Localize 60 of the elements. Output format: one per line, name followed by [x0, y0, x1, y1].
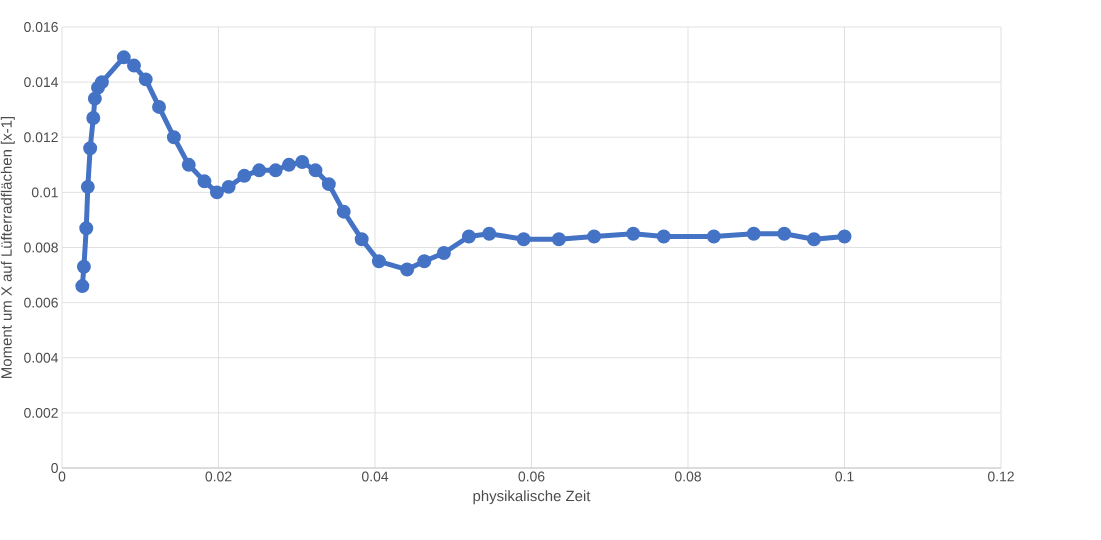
point	[482, 226, 497, 241]
point	[86, 110, 101, 125]
point	[807, 232, 821, 247]
x-axis-title: physikalische Zeit	[473, 490, 591, 505]
point	[295, 155, 310, 170]
point	[221, 179, 236, 194]
point	[321, 177, 336, 192]
point	[417, 254, 432, 269]
point	[116, 50, 131, 65]
y-tick-label: 0.01	[31, 187, 58, 198]
point	[209, 185, 224, 200]
point	[626, 226, 641, 241]
point	[83, 141, 98, 156]
point	[706, 229, 721, 244]
y-tick-label: 0.008	[24, 242, 58, 253]
point	[80, 179, 95, 194]
point	[336, 204, 351, 219]
point	[461, 229, 476, 244]
point	[436, 246, 451, 260]
point	[777, 226, 792, 241]
point	[181, 157, 196, 172]
y-tick-label: 0.002	[24, 407, 58, 418]
y-tick-label: 0.012	[24, 132, 58, 143]
point	[587, 229, 602, 244]
point	[252, 163, 267, 178]
x-tick-label: 0.12	[987, 471, 1014, 482]
point	[656, 229, 671, 244]
x-tick-label: 0.02	[205, 471, 232, 482]
point	[371, 254, 386, 269]
point	[400, 262, 415, 277]
point	[551, 232, 566, 247]
point	[308, 163, 323, 178]
point	[837, 229, 852, 244]
point	[79, 221, 94, 236]
x-tick-label: 0.08	[674, 471, 701, 482]
y-axis-title: Moment um X auf Lüfterradflächen [x-1]	[0, 116, 15, 378]
point	[75, 279, 90, 294]
y-tick-label: 0.006	[24, 297, 58, 308]
point	[94, 75, 109, 90]
point	[197, 174, 212, 189]
point	[127, 58, 141, 73]
point	[166, 130, 181, 145]
point	[237, 168, 252, 183]
point	[268, 163, 283, 178]
point	[87, 91, 102, 106]
point	[76, 259, 91, 274]
x-tick-label: 0.04	[361, 471, 389, 482]
point	[138, 72, 153, 87]
point	[281, 157, 296, 172]
y-tick-label: 0.014	[24, 77, 59, 88]
point	[746, 226, 761, 241]
point	[354, 232, 369, 247]
point	[516, 232, 531, 247]
x-tick-label: 0	[58, 471, 66, 482]
y-tick-label: 0.016	[24, 22, 58, 32]
point	[152, 99, 166, 114]
y-tick-label: 0.004	[24, 352, 59, 363]
y-tick-label: 0	[51, 463, 58, 473]
x-tick-label: 0.06	[518, 471, 545, 482]
x-tick-label: 0.1	[835, 471, 854, 482]
